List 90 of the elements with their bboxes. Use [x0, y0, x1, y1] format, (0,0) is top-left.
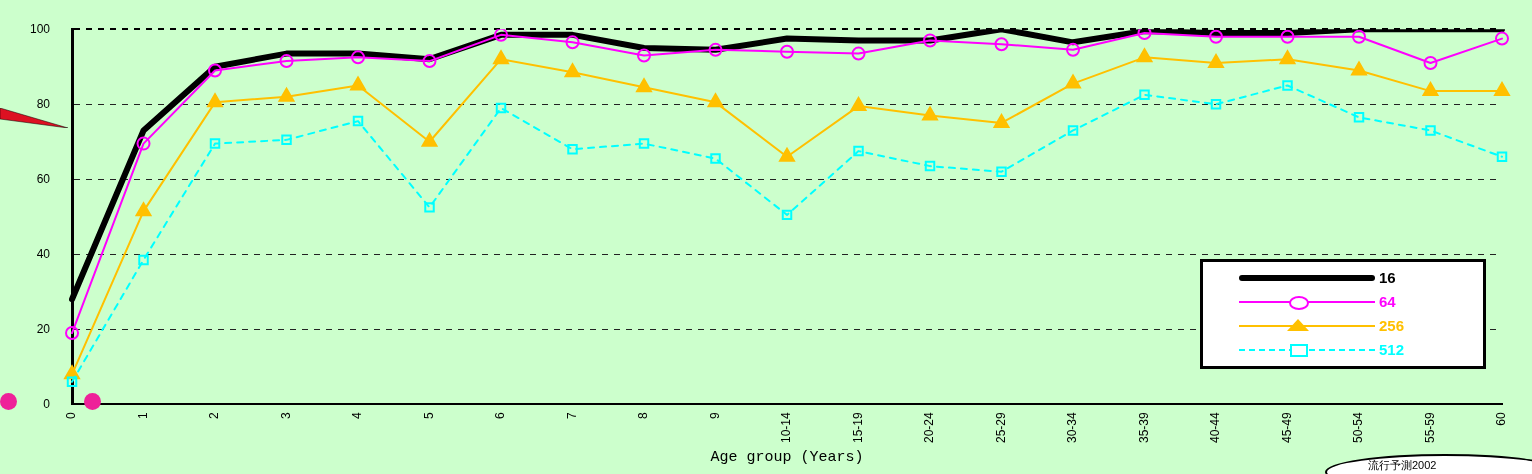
point	[851, 46, 866, 61]
y-tick-label: 60	[36, 171, 51, 186]
point	[924, 160, 936, 172]
x-tick-label: 40-44	[1208, 411, 1223, 444]
point	[279, 54, 294, 69]
x-tick-label: 4	[350, 412, 365, 419]
x-tick-label: 15-19	[850, 411, 865, 444]
point	[638, 138, 650, 149]
point	[1065, 74, 1081, 89]
x-tick-label: 5	[421, 412, 436, 419]
y-tick-label: 20	[36, 321, 51, 336]
point	[850, 97, 867, 112]
point	[1494, 82, 1510, 97]
x-tick-label: 55-59	[1422, 411, 1437, 444]
point	[208, 63, 223, 78]
point	[135, 202, 152, 217]
point	[564, 63, 581, 78]
point	[136, 136, 151, 151]
x-tick-label: 30-34	[1065, 411, 1080, 444]
point	[996, 166, 1007, 177]
point	[1495, 31, 1509, 46]
x-tick-label: 50-54	[1351, 411, 1366, 444]
x-tick-label: 60	[1494, 411, 1509, 426]
x-tick-label: 7	[564, 412, 579, 419]
point	[65, 326, 80, 341]
point	[637, 48, 652, 63]
point	[66, 376, 78, 388]
point	[707, 93, 724, 108]
point	[994, 37, 1009, 52]
point	[1422, 82, 1439, 97]
point	[1136, 48, 1153, 63]
x-tick-label: 45-49	[1279, 411, 1294, 444]
point	[351, 50, 366, 65]
point	[1353, 112, 1365, 123]
point	[495, 102, 507, 114]
point	[922, 106, 938, 121]
x-tick-label: 25-29	[993, 411, 1008, 444]
legend-box: 16 64 256 512	[1200, 259, 1486, 369]
x-tick-label: 0	[64, 412, 79, 419]
point	[1351, 61, 1367, 76]
x-axis-title: Age group (Years)	[710, 448, 864, 466]
point	[421, 132, 438, 147]
point	[565, 35, 580, 50]
point	[207, 93, 223, 108]
point	[567, 143, 578, 155]
x-tick-label: 1	[135, 412, 150, 419]
point	[636, 78, 652, 93]
x-tick-label: 2	[207, 412, 222, 419]
y-tick-label: 80	[36, 96, 51, 111]
x-tick-label: 3	[278, 412, 293, 419]
point	[1423, 55, 1438, 70]
point	[710, 153, 721, 164]
point	[422, 54, 437, 69]
point	[780, 44, 795, 59]
point	[424, 202, 435, 213]
point	[1067, 125, 1079, 136]
point	[494, 29, 509, 42]
point	[1280, 29, 1295, 44]
point	[779, 147, 795, 162]
point	[708, 42, 723, 57]
point	[1425, 125, 1436, 136]
point	[281, 134, 292, 146]
x-tick-label: 35-39	[1136, 411, 1151, 444]
point	[1282, 80, 1293, 91]
point	[1208, 53, 1224, 68]
point	[209, 138, 221, 149]
point	[1279, 50, 1296, 65]
point	[278, 87, 295, 102]
point	[1209, 29, 1223, 44]
point	[1352, 29, 1366, 44]
text: 流行予測2002	[1368, 458, 1437, 473]
point	[853, 145, 864, 157]
point	[781, 209, 793, 221]
point	[1139, 89, 1150, 101]
x-tick-label: 20-24	[922, 411, 937, 444]
point	[493, 50, 509, 65]
point	[923, 33, 938, 48]
point	[1496, 151, 1508, 162]
point	[993, 113, 1010, 128]
x-tick-label: 9	[707, 412, 722, 419]
point	[1066, 42, 1081, 57]
x-tick-label: 8	[636, 412, 651, 419]
point	[1210, 98, 1222, 110]
x-tick-label: 6	[493, 412, 508, 419]
y-tick-label: 100	[29, 21, 51, 36]
point	[352, 115, 364, 127]
point	[138, 254, 149, 266]
point	[350, 76, 366, 91]
x-tick-label: 10-14	[779, 411, 794, 444]
y-tick-label: 40	[36, 246, 51, 261]
